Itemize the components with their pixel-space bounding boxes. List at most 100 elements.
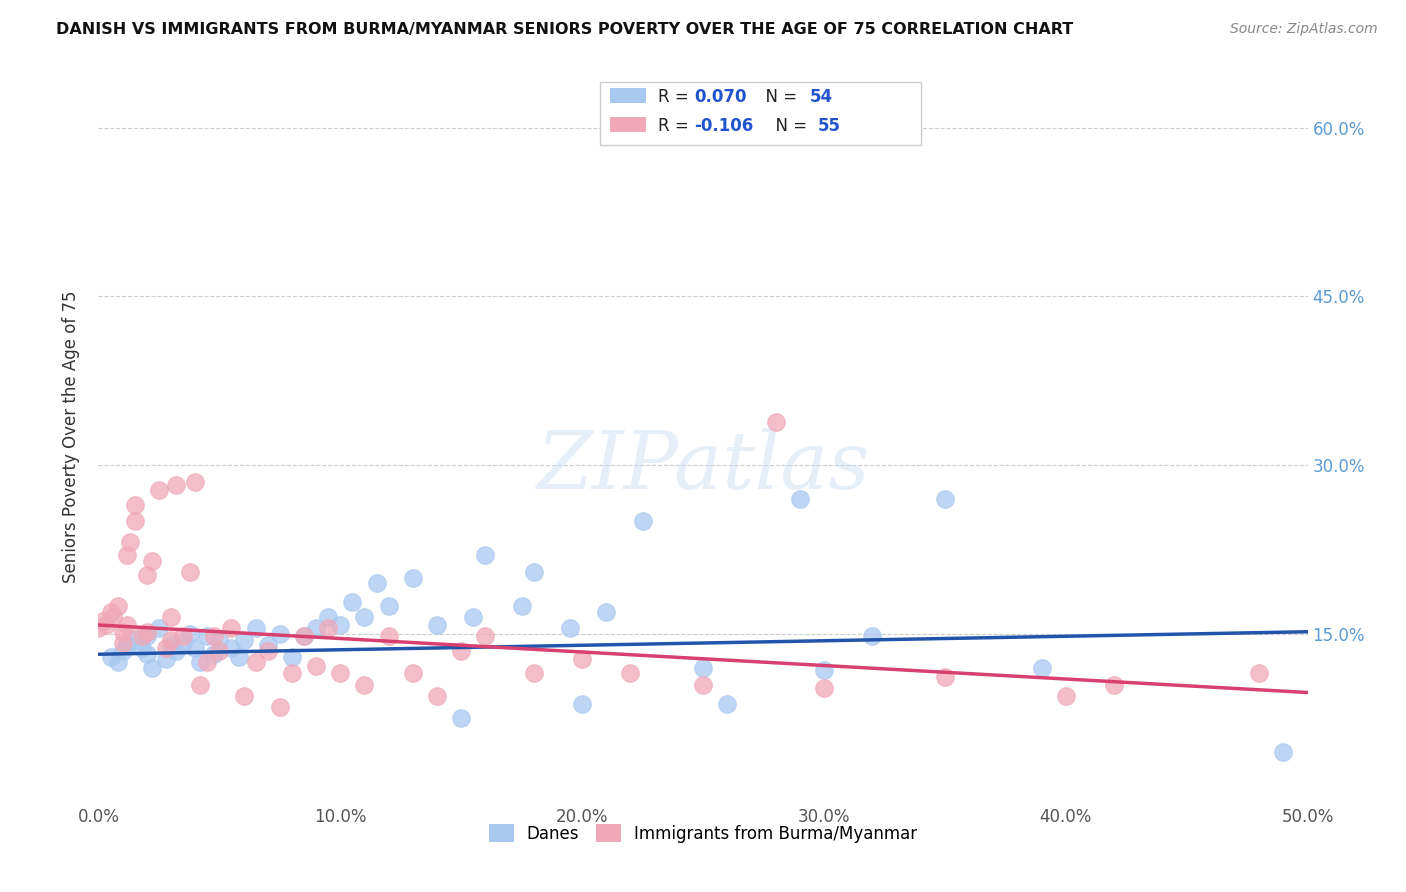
Text: 54: 54 bbox=[810, 88, 832, 106]
Point bbox=[160, 610, 183, 624]
Point bbox=[165, 644, 187, 658]
Point bbox=[188, 678, 211, 692]
Point bbox=[1272, 745, 1295, 759]
Point bbox=[221, 621, 243, 635]
Point bbox=[172, 636, 194, 650]
Point bbox=[195, 655, 218, 669]
Point bbox=[716, 697, 738, 711]
Point bbox=[934, 491, 956, 506]
Point bbox=[256, 644, 278, 658]
Point bbox=[179, 565, 201, 579]
FancyBboxPatch shape bbox=[610, 88, 647, 103]
Point bbox=[135, 568, 157, 582]
Point bbox=[765, 416, 787, 430]
Point bbox=[148, 483, 170, 497]
Y-axis label: Seniors Poverty Over the Age of 75: Seniors Poverty Over the Age of 75 bbox=[62, 291, 80, 583]
Point bbox=[111, 644, 134, 658]
Point bbox=[208, 632, 231, 647]
Point bbox=[204, 629, 226, 643]
Point bbox=[107, 655, 129, 669]
Point bbox=[523, 666, 546, 681]
Text: 55: 55 bbox=[818, 117, 841, 136]
Point bbox=[463, 610, 485, 624]
Point bbox=[131, 640, 153, 655]
Text: ZIPatlas: ZIPatlas bbox=[536, 427, 870, 505]
Point bbox=[692, 661, 714, 675]
Point bbox=[426, 618, 449, 632]
Point bbox=[87, 621, 110, 635]
Point bbox=[305, 658, 328, 673]
Point bbox=[631, 515, 654, 529]
Text: R =: R = bbox=[658, 117, 695, 136]
Point bbox=[474, 548, 496, 562]
Point bbox=[160, 638, 183, 652]
Point bbox=[789, 491, 811, 506]
Point bbox=[281, 666, 304, 681]
Text: -0.106: -0.106 bbox=[695, 117, 754, 136]
Point bbox=[426, 689, 449, 703]
Legend: Danes, Immigrants from Burma/Myanmar: Danes, Immigrants from Burma/Myanmar bbox=[482, 818, 924, 849]
Point bbox=[148, 621, 170, 635]
Point bbox=[101, 610, 124, 624]
Point bbox=[124, 632, 146, 647]
Point bbox=[111, 636, 134, 650]
Point bbox=[558, 621, 581, 635]
Point bbox=[184, 475, 207, 489]
Point bbox=[366, 576, 388, 591]
Point bbox=[91, 614, 114, 628]
Point bbox=[1249, 666, 1271, 681]
Point bbox=[160, 632, 183, 647]
Text: R =: R = bbox=[658, 88, 695, 106]
Point bbox=[619, 666, 641, 681]
Point bbox=[450, 711, 472, 725]
Point bbox=[571, 652, 593, 666]
Point bbox=[245, 621, 267, 635]
Point bbox=[353, 678, 375, 692]
Point bbox=[353, 610, 375, 624]
Point bbox=[155, 652, 177, 666]
Point bbox=[135, 629, 157, 643]
Point bbox=[934, 670, 956, 684]
Point bbox=[172, 629, 194, 643]
Point bbox=[117, 638, 139, 652]
Point bbox=[228, 649, 250, 664]
Text: N =: N = bbox=[765, 117, 813, 136]
Point bbox=[292, 629, 315, 643]
Point bbox=[474, 629, 496, 643]
Point bbox=[124, 498, 146, 512]
Point bbox=[232, 632, 254, 647]
Point bbox=[329, 618, 352, 632]
Point bbox=[107, 599, 129, 613]
Point bbox=[165, 478, 187, 492]
Point bbox=[813, 681, 835, 695]
Point bbox=[131, 629, 153, 643]
Text: N =: N = bbox=[755, 88, 803, 106]
Point bbox=[188, 655, 211, 669]
Point bbox=[860, 629, 883, 643]
FancyBboxPatch shape bbox=[610, 118, 647, 132]
Point bbox=[1102, 678, 1125, 692]
Point bbox=[141, 661, 163, 675]
FancyBboxPatch shape bbox=[600, 82, 921, 145]
Point bbox=[135, 624, 157, 639]
Point bbox=[595, 605, 617, 619]
Point bbox=[135, 647, 157, 661]
Point bbox=[155, 640, 177, 655]
Point bbox=[111, 624, 134, 639]
Point bbox=[1031, 661, 1053, 675]
Point bbox=[204, 647, 226, 661]
Point bbox=[523, 565, 546, 579]
Point bbox=[402, 571, 425, 585]
Text: Source: ZipAtlas.com: Source: ZipAtlas.com bbox=[1230, 22, 1378, 37]
Point bbox=[124, 515, 146, 529]
Point bbox=[221, 640, 243, 655]
Point bbox=[179, 627, 201, 641]
Point bbox=[100, 649, 122, 664]
Point bbox=[377, 629, 399, 643]
Point bbox=[184, 640, 207, 655]
Point bbox=[195, 629, 218, 643]
Point bbox=[571, 697, 593, 711]
Point bbox=[510, 599, 533, 613]
Point bbox=[692, 678, 714, 692]
Text: DANISH VS IMMIGRANTS FROM BURMA/MYANMAR SENIORS POVERTY OVER THE AGE OF 75 CORRE: DANISH VS IMMIGRANTS FROM BURMA/MYANMAR … bbox=[56, 22, 1074, 37]
